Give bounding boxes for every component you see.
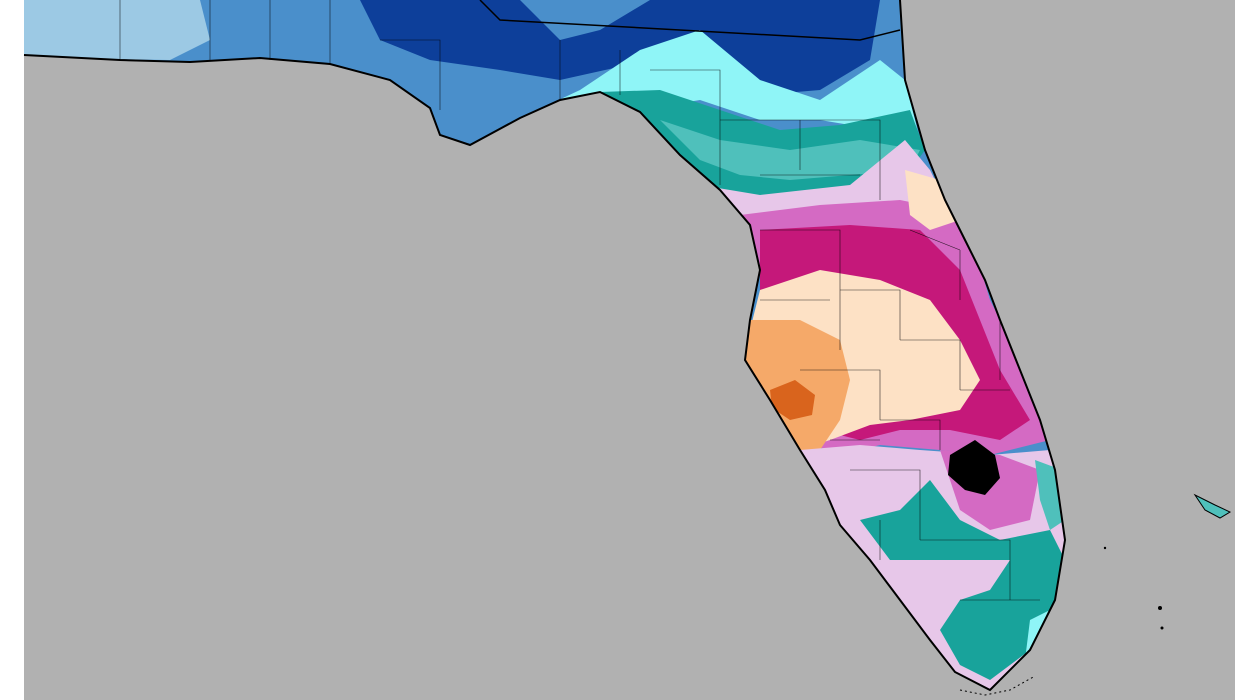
rain-band-lavender-north (700, 140, 945, 215)
island-dot (1160, 626, 1164, 630)
state-border (479, 0, 901, 41)
page-margin-right (1235, 0, 1245, 700)
rain-band-dark-blue (360, 0, 880, 95)
county-lines (119, 0, 1040, 601)
bahamas-island (1193, 493, 1232, 519)
rain-band-teal-south (860, 480, 1065, 680)
island-dot (1158, 606, 1162, 610)
rain-band-dark-orange (770, 380, 815, 420)
rain-band-light-blue (24, 0, 210, 60)
rain-band-teal-light (660, 120, 920, 180)
lake-okeechobee (948, 440, 1000, 495)
island-dot (1103, 546, 1107, 550)
florida-keys (959, 675, 1036, 696)
florida-coastline (23, 0, 1067, 692)
page-margin-left (0, 0, 24, 700)
rain-band-peach-east (905, 170, 960, 230)
